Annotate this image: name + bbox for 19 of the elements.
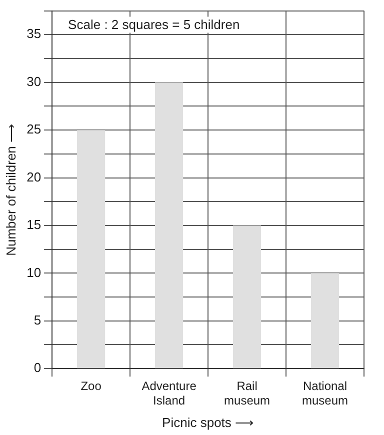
y-tick-label: 15 — [26, 217, 42, 232]
bar — [232, 225, 262, 368]
bar — [310, 273, 340, 368]
y-tick-label: 25 — [26, 122, 42, 137]
y-tick-label: 35 — [26, 26, 42, 42]
y-tick-label: 30 — [26, 74, 42, 89]
y-tick-label: 20 — [26, 169, 42, 184]
y-tick-label: 10 — [26, 264, 42, 280]
x-tick-label: Adventure Island — [142, 379, 197, 408]
x-tick-label: Zoo — [80, 379, 102, 394]
bar — [155, 82, 184, 368]
annotation: Scale : 2 squares = 5 children — [68, 16, 240, 32]
bar — [77, 130, 106, 368]
x-tick-label: National museum — [302, 379, 348, 408]
x-axis-title: Picnic spots ⟶ — [162, 414, 254, 430]
y-axis-title: Number of children ⟶ — [3, 123, 18, 256]
y-tick-label: 0 — [34, 360, 42, 376]
y-tick-label: 5 — [34, 312, 42, 328]
x-tick-label: Rail museum — [224, 379, 270, 408]
